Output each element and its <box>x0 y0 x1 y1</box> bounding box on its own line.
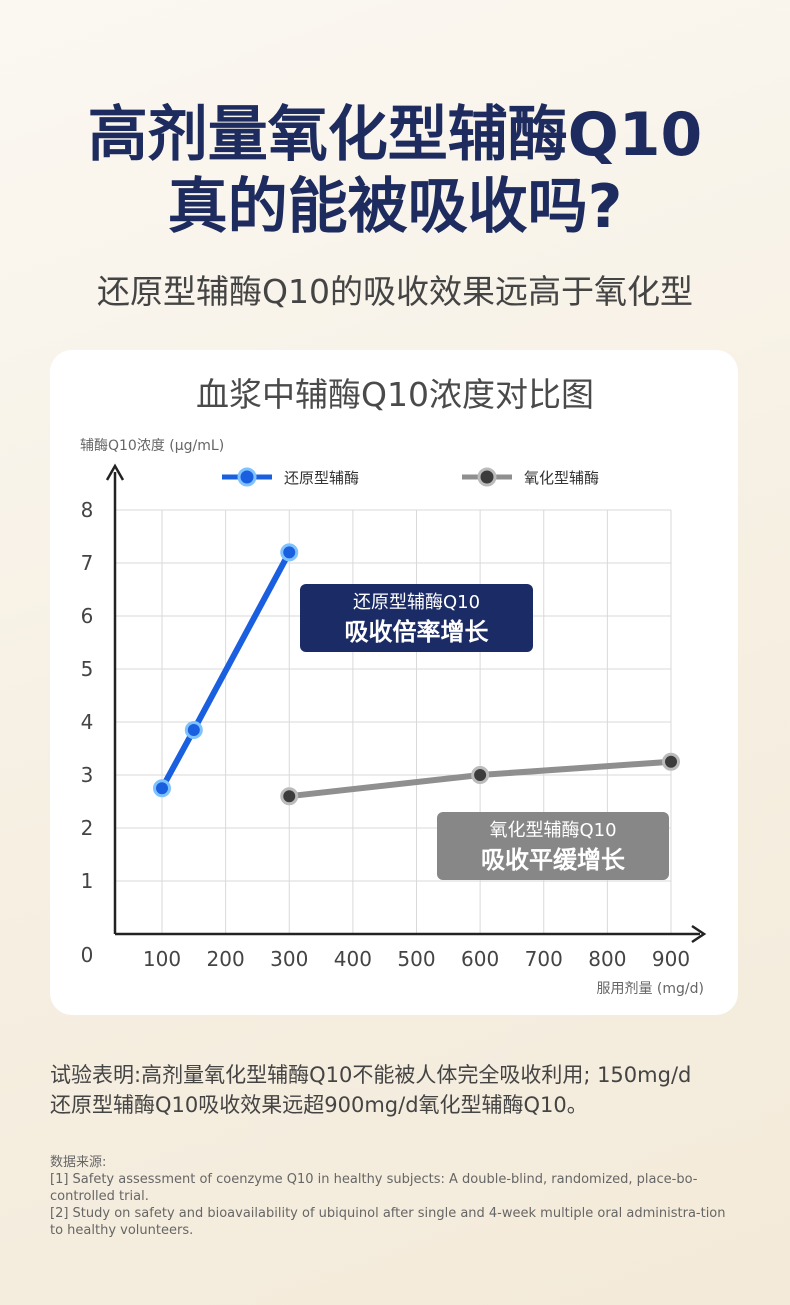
y-tick-label: 1 <box>81 869 94 893</box>
annotation-reduced-line-2: 吸收倍率增长 <box>344 618 489 646</box>
axes <box>105 463 707 944</box>
study-note-line-2: 还原型辅酶Q10吸收效果远超900mg/d氧化型辅酶Q10。 <box>50 1093 588 1117</box>
subtitle: 还原型辅酶Q10的吸收效果远高于氧化型 <box>97 272 693 311</box>
y-tick-label: 2 <box>81 816 94 840</box>
y-axis-arrow <box>105 463 125 481</box>
legend-label-reduced: 还原型辅酶 <box>284 469 359 487</box>
legend: 还原型辅酶 氧化型辅酶 <box>222 467 599 487</box>
x-tick-label: 700 <box>525 947 563 971</box>
annotation-reduced-line-1: 还原型辅酶Q10 <box>352 592 481 613</box>
chart-card <box>50 350 738 1015</box>
x-tick-label: 200 <box>207 947 245 971</box>
annotation-reduced: 还原型辅酶Q10 吸收倍率增长 <box>300 584 533 652</box>
x-tick-label: 900 <box>652 947 690 971</box>
x-axis-arrow <box>691 924 707 944</box>
source-ref-2: [2] Study on safety and bioavailability … <box>50 1206 726 1238</box>
y-tick-label: 6 <box>81 604 94 628</box>
sources-label: 数据来源: <box>50 1155 107 1170</box>
y-tick-label: 5 <box>81 657 94 681</box>
data-point-oxidized <box>662 752 680 771</box>
y-tick-label: 7 <box>81 551 94 575</box>
x-tick-label: 500 <box>397 947 435 971</box>
legend-swatch-reduced-dot <box>237 467 257 487</box>
tick-labels: 0 1 2 3 4 5 6 7 8 100 200 300 400 500 600 700 800 900 <box>81 498 690 971</box>
data-point-oxidized <box>471 766 490 784</box>
x-tick-label: 100 <box>143 947 181 971</box>
annotation-oxidized-line-1: 氧化型辅酶Q10 <box>489 820 617 841</box>
x-axis-title: 服用剂量 (mg/d) <box>596 981 704 997</box>
main-title-line-1: 高剂量氧化型辅酶Q10 <box>87 100 703 170</box>
main-title-line-2: 真的能被吸收吗? <box>167 172 623 242</box>
legend-swatch-oxidized-dot <box>477 467 497 487</box>
legend-label-oxidized: 氧化型辅酶 <box>524 469 599 487</box>
data-point-oxidized <box>280 787 299 806</box>
x-tick-label: 300 <box>270 947 308 971</box>
y-tick-label: 3 <box>81 763 94 787</box>
data-series <box>153 543 680 806</box>
annotation-oxidized-line-2: 吸收平缓增长 <box>481 846 625 874</box>
data-point-reduced <box>280 543 299 562</box>
data-point-reduced <box>184 720 203 739</box>
study-note: 试验表明:高剂量氧化型辅酶Q10不能被人体完全吸收利用; 150mg/d 还原型… <box>50 1060 750 1120</box>
y-axis-title: 辅酶Q10浓度 (µg/mL) <box>80 438 224 454</box>
source-ref-1: [1] Safety assessment of coenzyme Q10 in… <box>50 1172 698 1204</box>
x-tick-label: 800 <box>588 947 626 971</box>
data-sources: 数据来源: [1] Safety assessment of coenzyme … <box>50 1154 742 1239</box>
annotation-oxidized: 氧化型辅酶Q10 吸收平缓增长 <box>437 812 669 880</box>
y-tick-label: 0 <box>81 943 94 967</box>
x-tick-label: 400 <box>334 947 372 971</box>
x-tick-label: 600 <box>461 947 499 971</box>
y-tick-label: 8 <box>81 498 94 522</box>
chart-title: 血浆中辅酶Q10浓度对比图 <box>196 375 594 414</box>
y-tick-label: 4 <box>81 710 94 734</box>
data-point-reduced <box>153 779 171 798</box>
study-note-line-1: 试验表明:高剂量氧化型辅酶Q10不能被人体完全吸收利用; 150mg/d <box>50 1063 692 1087</box>
